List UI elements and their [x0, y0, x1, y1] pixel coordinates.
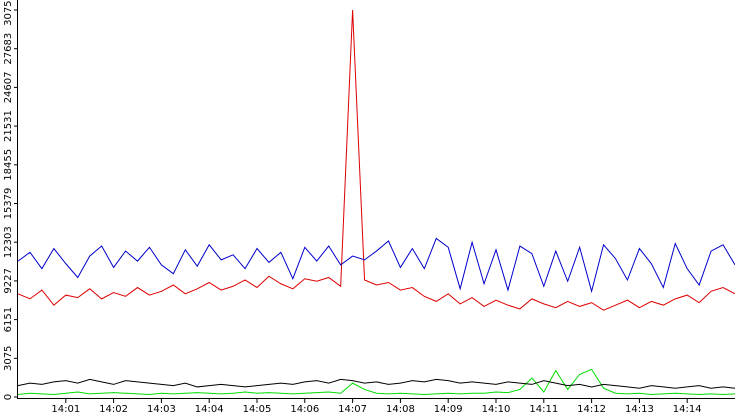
y-tick-label: 0 [3, 394, 14, 400]
x-tick-label: 14:02 [99, 404, 128, 415]
y-tick-label: 15379 [3, 188, 14, 220]
x-tick-label: 14:07 [338, 404, 367, 415]
series-line [17, 9, 735, 311]
x-tick-label: 14:05 [243, 404, 272, 415]
x-tick-label: 14:09 [434, 404, 463, 415]
y-tick-label: 27683 [3, 33, 14, 65]
x-tick-label: 14:10 [482, 404, 511, 415]
y-tick-label: 9227 [3, 268, 14, 293]
series-line [17, 237, 735, 294]
series-line [17, 378, 735, 389]
series-line [17, 368, 735, 395]
x-tick-label: 14:13 [625, 404, 654, 415]
y-tick-label: 18455 [3, 149, 14, 181]
y-tick-label: 12303 [3, 226, 14, 258]
y-tick-label: 24607 [3, 71, 14, 103]
x-tick-label: 14:03 [147, 404, 176, 415]
x-tick-label: 14:11 [529, 404, 558, 415]
y-tick-label: 3075 [3, 346, 14, 371]
x-tick-label: 14:06 [290, 404, 319, 415]
y-tick-label: 21531 [3, 110, 14, 142]
y-tick-label: 30759 [3, 0, 14, 26]
x-tick-label: 14:12 [577, 404, 606, 415]
x-tick-label: 14:01 [51, 404, 80, 415]
x-tick-label: 14:08 [386, 404, 415, 415]
x-tick-label: 14:14 [673, 404, 702, 415]
x-tick-label: 14:04 [195, 404, 224, 415]
y-tick-label: 6151 [3, 307, 14, 332]
